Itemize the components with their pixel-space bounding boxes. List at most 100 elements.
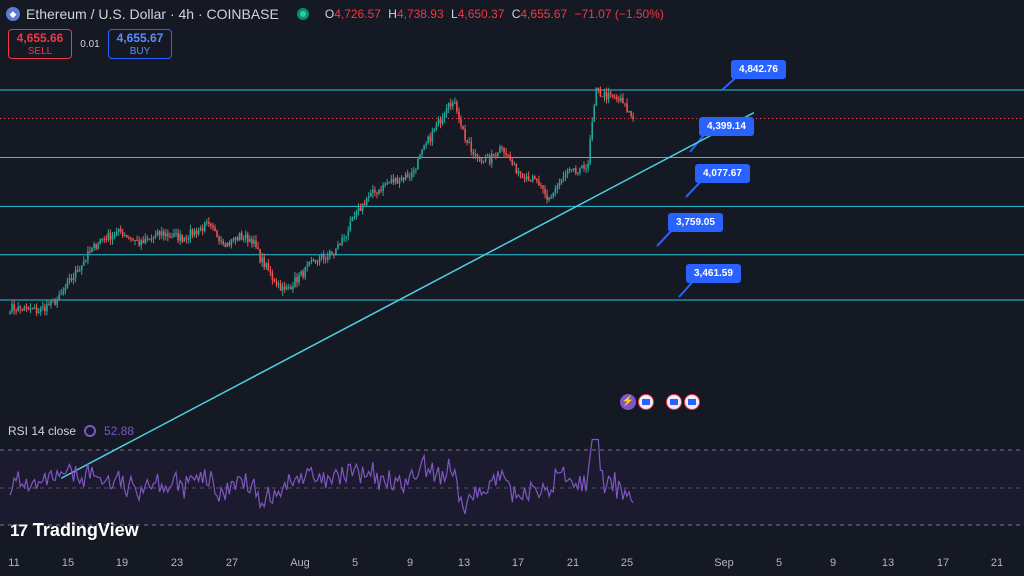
candle-body: [156, 231, 159, 235]
candle-body: [85, 259, 87, 262]
candle-body: [540, 185, 542, 187]
candle-body: [413, 170, 415, 173]
candle-body: [570, 169, 573, 171]
level-label-3[interactable]: 4,077.67: [695, 164, 750, 183]
candle-body: [335, 248, 337, 255]
chart-header: ◆ Ethereum / U.S. Dollar · 4h · COINBASE…: [6, 6, 668, 22]
candle-body: [279, 283, 282, 291]
candle-body: [505, 152, 507, 155]
candle-body: [568, 169, 571, 171]
candle-body: [183, 237, 186, 242]
candle-body: [550, 196, 552, 198]
candle-body: [478, 157, 481, 159]
candle-body: [146, 238, 149, 240]
candle-body: [46, 304, 48, 312]
candle-body: [39, 307, 42, 313]
candle-body: [341, 237, 343, 245]
candle-body: [472, 151, 475, 155]
candle-body: [234, 237, 237, 241]
lightning-event-icon[interactable]: ⚡: [620, 394, 636, 410]
time-axis[interactable]: 11 15 19 23 27 Aug 5 9 13 17 21 25 Sep 5 9 13 17 21: [0, 557, 1024, 573]
candle-body: [339, 244, 341, 246]
candle-body: [101, 238, 104, 240]
candle-body: [351, 217, 354, 222]
candle-body: [572, 168, 575, 170]
candle-body: [288, 287, 290, 289]
events-group-1: ⚡: [620, 394, 654, 410]
candle-body: [603, 92, 606, 97]
candle-body: [107, 232, 110, 240]
candle-body: [622, 97, 624, 104]
candle-body: [273, 279, 276, 283]
candle-body: [93, 243, 95, 248]
candle-body: [220, 240, 222, 242]
candle-body: [581, 165, 583, 169]
trade-panel: 4,655.66 SELL 0.01 4,655.67 BUY: [8, 29, 172, 59]
candle-body: [583, 165, 585, 169]
candle-body: [462, 125, 464, 129]
time-tick-label: 15: [61, 557, 75, 569]
time-tick-label: 5: [351, 557, 359, 569]
candle-body: [111, 236, 114, 240]
us-flag-event-icon[interactable]: [638, 394, 654, 410]
candle-body: [35, 307, 38, 314]
level-label-4[interactable]: 3,759.05: [668, 213, 723, 232]
rsi-settings-icon[interactable]: [84, 425, 97, 437]
candle-body: [144, 238, 147, 244]
us-flag-event-icon[interactable]: [666, 394, 682, 410]
candle-body: [201, 227, 204, 232]
buy-button[interactable]: 4,655.67 BUY: [108, 29, 172, 59]
candle-body: [134, 240, 136, 242]
candle-body: [501, 146, 503, 149]
rsi-value: 52.88: [104, 424, 135, 438]
candle-body: [423, 145, 425, 150]
candle-body: [626, 103, 628, 112]
candle-body: [25, 307, 28, 309]
candle-body: [398, 180, 401, 184]
candle-body: [437, 119, 440, 125]
candle-body: [136, 240, 138, 242]
candle-body: [534, 176, 536, 180]
candle-body: [294, 277, 296, 287]
candle-body: [562, 176, 565, 179]
candle-body: [480, 158, 483, 163]
candle-body: [152, 237, 155, 239]
candle-body: [259, 249, 261, 263]
us-flag-event-icon[interactable]: [684, 394, 700, 410]
candle-body: [103, 238, 106, 240]
candle-body: [214, 227, 216, 231]
candle-body: [238, 232, 241, 241]
rsi-label: RSI 14 close: [8, 424, 77, 438]
candle-body: [158, 231, 161, 236]
candle-body: [486, 155, 489, 157]
candle-body: [474, 153, 477, 155]
candle-body: [193, 230, 196, 236]
candle-body: [564, 174, 567, 177]
open-value: 4,726.57: [334, 7, 381, 21]
candle-body: [529, 180, 532, 182]
rsi-line: [9, 438, 634, 515]
level-label-1[interactable]: 4,842.76: [731, 60, 786, 79]
candle-body: [251, 239, 253, 244]
buy-price: 4,655.67: [116, 31, 164, 45]
candle-body: [162, 231, 165, 237]
candle-body: [126, 235, 128, 238]
candle-body: [249, 239, 251, 242]
sell-button[interactable]: 4,655.66 SELL: [8, 29, 72, 59]
candle-body: [429, 136, 432, 142]
candle-body: [257, 247, 259, 250]
candle-body: [19, 306, 22, 309]
time-tick-label: 27: [225, 557, 239, 569]
rsi-legend[interactable]: RSI 14 close 52.88: [8, 424, 134, 438]
time-tick-label: 21: [990, 557, 1004, 569]
candle-body: [175, 233, 177, 235]
tradingview-logo[interactable]: 17 TradingView: [10, 520, 139, 541]
candle-body: [148, 238, 151, 240]
level-label-5[interactable]: 3,461.59: [686, 264, 741, 283]
level-label-2[interactable]: 4,399.14: [699, 117, 754, 136]
market-status-icon[interactable]: [296, 8, 309, 20]
candle-body: [415, 169, 417, 171]
candle-body: [290, 287, 292, 290]
symbol-title[interactable]: Ethereum / U.S. Dollar · 4h · COINBASE: [26, 6, 279, 22]
